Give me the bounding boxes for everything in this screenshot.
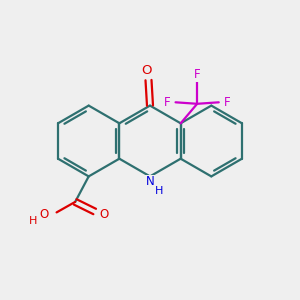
Text: O: O xyxy=(39,208,49,221)
Text: F: F xyxy=(224,96,230,109)
Text: F: F xyxy=(194,68,200,81)
Text: H: H xyxy=(155,186,163,197)
Text: F: F xyxy=(164,96,170,109)
Text: N: N xyxy=(146,175,154,188)
Text: O: O xyxy=(142,64,152,77)
Text: H: H xyxy=(28,216,37,226)
Text: O: O xyxy=(100,208,109,221)
